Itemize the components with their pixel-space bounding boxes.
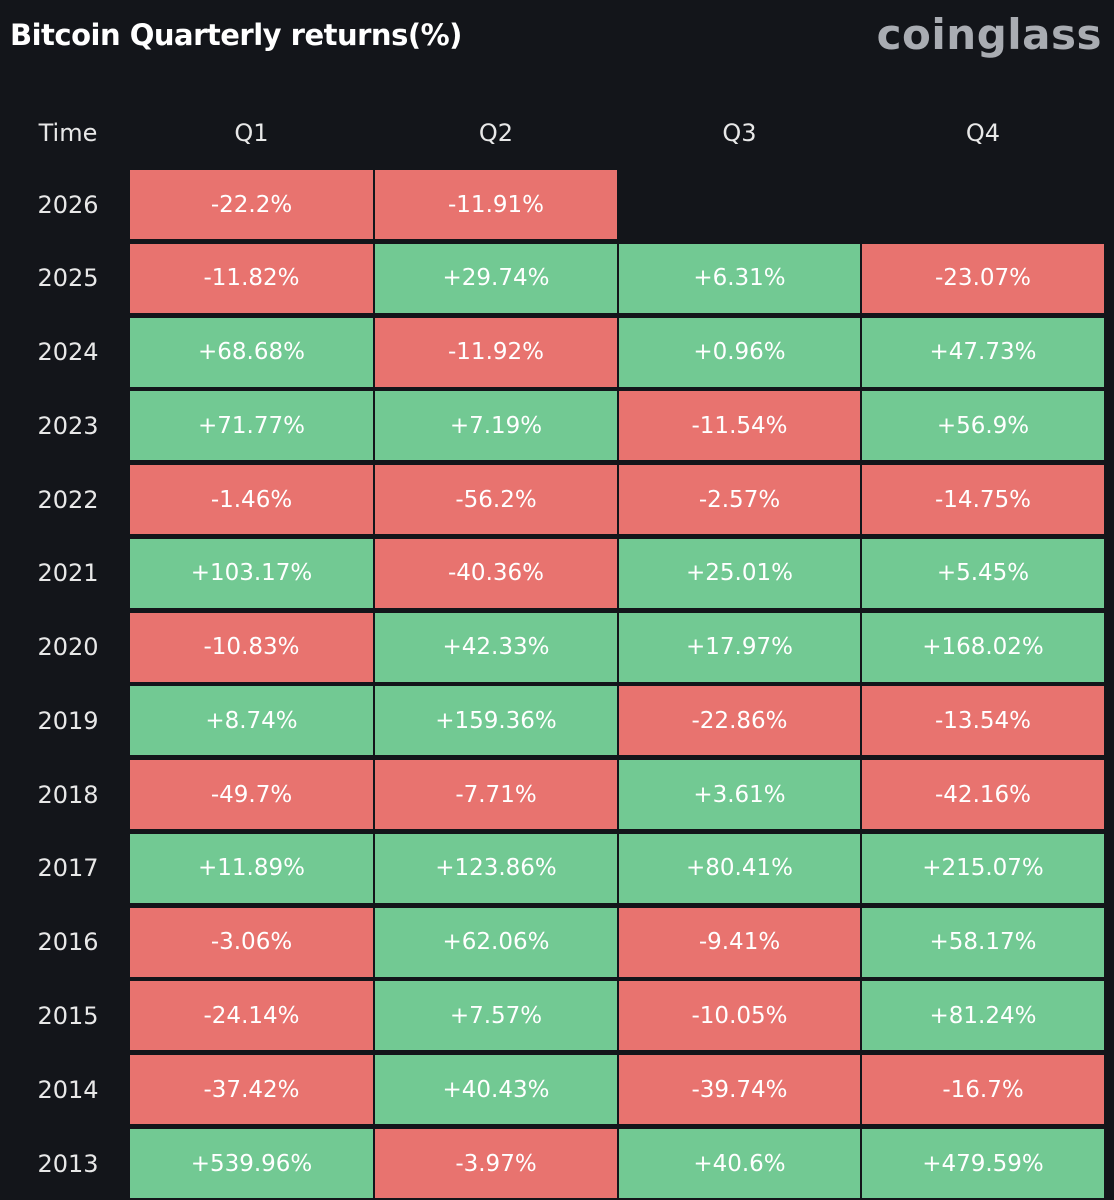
- return-cell: +81.24%: [862, 981, 1104, 1051]
- return-cell: +8.74%: [130, 686, 373, 756]
- year-label: 2023: [37, 411, 99, 440]
- return-cell: -10.05%: [619, 981, 860, 1051]
- year-label: 2021: [37, 559, 99, 588]
- return-cell: -3.97%: [375, 1129, 617, 1198]
- column-header: Q1: [234, 119, 269, 147]
- return-cell: -10.83%: [130, 612, 373, 682]
- title: Bitcoin Quarterly returns(%): [10, 18, 462, 52]
- return-cell: +47.73%: [862, 317, 1104, 387]
- return-cell: +71.77%: [130, 391, 373, 461]
- return-cell: -1.46%: [130, 465, 373, 535]
- return-cell: +56.9%: [862, 391, 1104, 461]
- return-cell: +539.96%: [130, 1129, 373, 1198]
- return-cell: +80.41%: [619, 833, 860, 903]
- year-label: 2024: [37, 338, 99, 367]
- return-cell: +103.17%: [130, 538, 373, 608]
- year-label: 2020: [37, 633, 99, 662]
- return-cell: -23.07%: [862, 243, 1104, 313]
- return-cell: -3.06%: [130, 907, 373, 977]
- return-cell: +62.06%: [375, 907, 617, 977]
- return-cell: -39.74%: [619, 1055, 860, 1125]
- return-cell: +6.31%: [619, 243, 860, 313]
- return-cell: -14.75%: [862, 465, 1104, 535]
- year-label: 2019: [37, 706, 99, 735]
- return-cell: -22.86%: [619, 686, 860, 756]
- return-cell: -13.54%: [862, 686, 1104, 756]
- return-cell: -49.7%: [130, 760, 373, 830]
- return-cell: -16.7%: [862, 1055, 1104, 1125]
- year-label: 2013: [37, 1149, 99, 1178]
- return-cell: -37.42%: [130, 1055, 373, 1125]
- return-cell: +3.61%: [619, 760, 860, 830]
- column-header: Q4: [965, 119, 1001, 147]
- return-cell: -11.82%: [130, 243, 373, 313]
- return-cell: -56.2%: [375, 465, 617, 535]
- return-cell: +7.19%: [375, 391, 617, 461]
- column-header: Q3: [722, 119, 757, 147]
- year-label: 2015: [37, 1001, 99, 1030]
- year-label: 2018: [37, 780, 99, 809]
- return-cell: -11.91%: [375, 170, 617, 239]
- return-cell: +479.59%: [862, 1129, 1104, 1198]
- return-cell: -9.41%: [619, 907, 860, 977]
- return-cell: +123.86%: [375, 833, 617, 903]
- return-cell: +0.96%: [619, 317, 860, 387]
- year-label: 2022: [37, 485, 99, 514]
- return-cell: +40.6%: [619, 1129, 860, 1198]
- year-label: 2016: [37, 928, 99, 957]
- return-cell: +42.33%: [375, 612, 617, 682]
- brand-logo: coinglass: [876, 10, 1102, 59]
- return-cell: +11.89%: [130, 833, 373, 903]
- return-cell: +5.45%: [862, 538, 1104, 608]
- return-cell: -22.2%: [130, 170, 373, 239]
- return-cell: -11.54%: [619, 391, 860, 461]
- year-label: 2025: [37, 264, 99, 293]
- column-header: Q2: [478, 119, 514, 147]
- return-cell: -2.57%: [619, 465, 860, 535]
- year-label: 2014: [37, 1075, 99, 1104]
- return-cell: +25.01%: [619, 538, 860, 608]
- return-cell: +7.57%: [375, 981, 617, 1051]
- return-cell: +215.07%: [862, 833, 1104, 903]
- return-cell: -42.16%: [862, 760, 1104, 830]
- return-cell: +159.36%: [375, 686, 617, 756]
- year-label: 2017: [37, 854, 99, 883]
- return-cell: -24.14%: [130, 981, 373, 1051]
- return-cell: -40.36%: [375, 538, 617, 608]
- return-cell: -7.71%: [375, 760, 617, 830]
- return-cell: +68.68%: [130, 317, 373, 387]
- return-cell: +168.02%: [862, 612, 1104, 682]
- return-cell: +58.17%: [862, 907, 1104, 977]
- return-cell: -11.92%: [375, 317, 617, 387]
- return-cell: +40.43%: [375, 1055, 617, 1125]
- return-cell: +29.74%: [375, 243, 617, 313]
- year-label: 2026: [37, 190, 99, 219]
- return-cell: +17.97%: [619, 612, 860, 682]
- column-header: Time: [38, 119, 98, 147]
